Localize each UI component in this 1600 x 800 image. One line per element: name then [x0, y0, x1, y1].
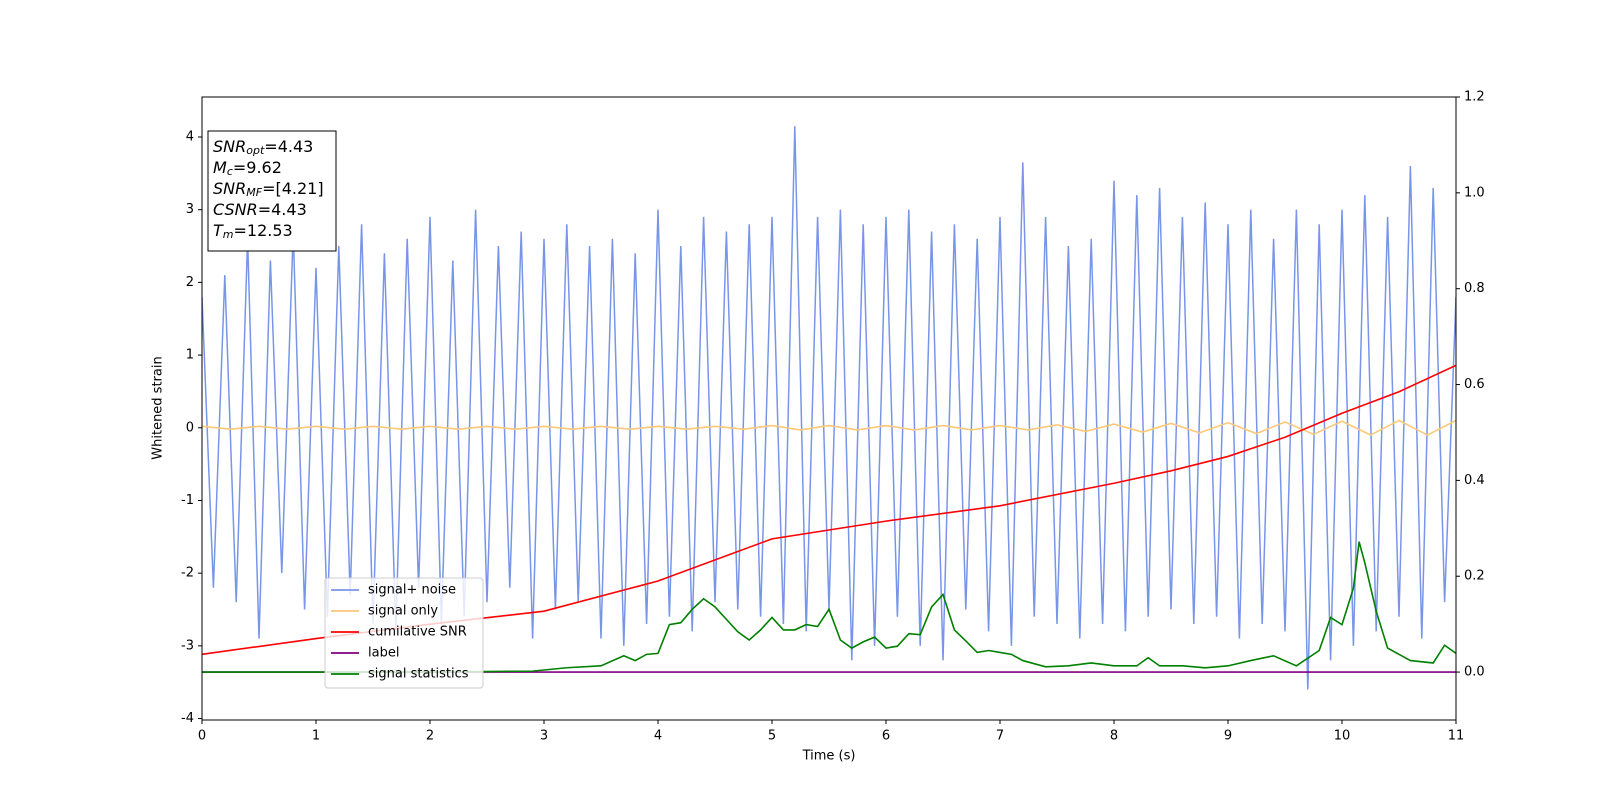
x-tick-label: 6: [882, 729, 890, 744]
x-axis-label: Time (s): [802, 749, 856, 764]
annotation-box: SNRopt=4.43Mc=9.62SNRMF=[4.21]CSNR=4.43T…: [207, 130, 337, 252]
y2-tick-label: 0.8: [1464, 281, 1485, 296]
y-tick-label: 1: [186, 348, 194, 363]
annotation-text: SNRopt=4.43: [213, 137, 313, 158]
legend: signal+ noise signal only cumilative SNR la…: [324, 577, 484, 689]
y-tick-label: -1: [181, 493, 194, 508]
y2-tick-label: 1.2: [1464, 90, 1485, 105]
series-line: [202, 419, 1456, 436]
annotation-value: =4.43: [264, 137, 313, 156]
legend-label: signal only: [368, 604, 438, 619]
y-tick-label: 4: [186, 129, 194, 144]
annotation-value: =4.43: [258, 200, 307, 219]
x-tick-label: 0: [198, 729, 206, 744]
y2-tick-label: 0.6: [1464, 377, 1485, 392]
plot-frame: [201, 96, 1457, 721]
series-line: [202, 541, 1456, 673]
annotation-text: CSNR=4.43: [213, 200, 307, 219]
x-tick-label: 2: [426, 729, 434, 744]
annotation-text: Mc=9.62: [213, 158, 282, 179]
x-tick-label: 5: [768, 729, 776, 744]
legend-frame: [324, 577, 484, 689]
y2-tick-label: 0.4: [1464, 473, 1485, 488]
legend-label: cumilative SNR: [368, 625, 467, 640]
x-tick-label: 11: [1448, 729, 1465, 744]
annotation-symbol: SNR: [213, 137, 246, 156]
legend-label: label: [368, 646, 399, 661]
annotation-text: SNRMF=[4.21]: [213, 179, 324, 200]
x-tick-label: 1: [312, 729, 320, 744]
x-tick-label: 3: [540, 729, 548, 744]
y2-tick-label: 1.0: [1464, 185, 1485, 200]
y-tick-label: -3: [181, 638, 194, 653]
annotation-symbol: T: [213, 221, 224, 240]
annotation-symbol: M: [213, 158, 227, 177]
annotation-text: Tm=12.53: [213, 221, 293, 242]
x-tick-label: 8: [1110, 729, 1118, 744]
annotation-symbol: CSNR: [213, 200, 258, 219]
y-tick-label: 2: [186, 275, 194, 290]
legend-label: signal+ noise: [368, 583, 456, 598]
annotation-symbol: SNR: [213, 179, 246, 198]
annotation-value: =12.53: [234, 221, 293, 240]
annotation-frame: [207, 130, 337, 252]
annotation-subscript: c: [227, 165, 233, 178]
annotation-value: =9.62: [233, 158, 282, 177]
y-tick-label: 0: [186, 420, 194, 435]
y2-tick-label: 0.0: [1464, 665, 1485, 680]
x-tick-label: 10: [1334, 729, 1351, 744]
y2-tick-label: 0.2: [1464, 569, 1485, 584]
x-tick-label: 9: [1224, 729, 1232, 744]
y-tick-label: -2: [181, 566, 194, 581]
annotation-subscript: MF: [246, 186, 262, 199]
x-tick-label: 4: [654, 729, 662, 744]
annotation-value: =[4.21]: [262, 179, 324, 198]
y-tick-label: -4: [181, 711, 194, 726]
y-axis-label: Whitened strain: [151, 356, 166, 459]
annotation-subscript: m: [223, 228, 234, 241]
y-tick-label: 3: [186, 202, 194, 217]
x-tick-label: 7: [996, 729, 1004, 744]
annotation-subscript: opt: [246, 144, 265, 157]
legend-label: signal statistics: [368, 667, 469, 682]
